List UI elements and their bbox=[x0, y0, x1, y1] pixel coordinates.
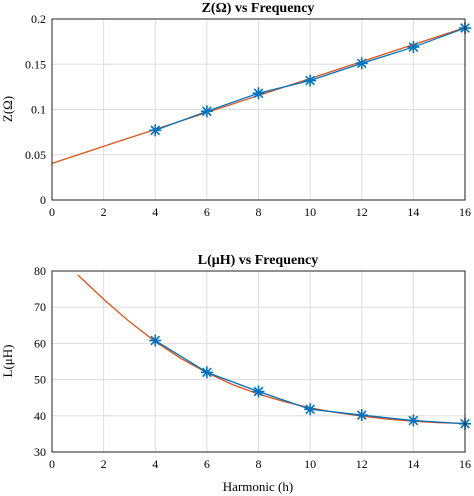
inductance-y-tick-label: 40 bbox=[34, 409, 46, 423]
inductance-y-axis-label: L(μH) bbox=[0, 345, 15, 378]
inductance-asterisk-marker bbox=[200, 366, 213, 379]
inductance-x-tick-label: 12 bbox=[356, 457, 368, 471]
impedance-y-tick-label: 0.05 bbox=[25, 148, 46, 162]
impedance-y-tick-label: 0.15 bbox=[25, 57, 46, 71]
inductance-x-tick-label: 6 bbox=[204, 457, 210, 471]
inductance-y-tick-label: 70 bbox=[34, 300, 46, 314]
impedance-asterisk-marker bbox=[200, 105, 213, 118]
impedance-y-axis-label: Z(Ω) bbox=[0, 96, 15, 122]
impedance-plot-frame bbox=[51, 18, 466, 201]
inductance-plot-frame bbox=[51, 270, 466, 453]
inductance-chart: L(μH) vs Frequency L(μH) Harmonic (h) 0 2… bbox=[0, 253, 471, 494]
impedance-chart: Z(Ω) vs Frequency Z(Ω) 0 2 4 6 8 10 12 14 16 0 0.0… bbox=[0, 1, 471, 219]
inductance-y-tick-label: 60 bbox=[34, 336, 46, 350]
impedance-tick-labels: 0 2 4 6 8 10 12 14 16 0 0.05 0.1 0.15 0.2 bbox=[25, 12, 471, 219]
inductance-y-tick-label: 30 bbox=[34, 445, 46, 459]
impedance-y-tick-label: 0.2 bbox=[31, 12, 46, 26]
impedance-x-tick-label: 16 bbox=[459, 205, 471, 219]
impedance-y-tick-label: 0 bbox=[40, 193, 46, 207]
inductance-grid bbox=[51, 270, 466, 453]
inductance-asterisk-marker bbox=[149, 334, 162, 347]
impedance-x-tick-label: 8 bbox=[256, 205, 262, 219]
inductance-x-tick-label: 2 bbox=[101, 457, 107, 471]
impedance-asterisk-marker bbox=[304, 74, 317, 87]
impedance-x-tick-label: 4 bbox=[152, 205, 158, 219]
inductance-x-tick-label: 4 bbox=[152, 457, 158, 471]
impedance-asterisk-marker bbox=[149, 124, 162, 137]
inductance-asterisk-marker bbox=[407, 414, 420, 427]
inductance-asterisk-marker bbox=[252, 385, 265, 398]
inductance-x-tick-label: 0 bbox=[49, 457, 55, 471]
inductance-asterisk-marker bbox=[355, 409, 368, 422]
inductance-asterisk-marker bbox=[304, 403, 317, 416]
impedance-asterisk-marker bbox=[407, 41, 420, 54]
impedance-x-tick-label: 2 bbox=[101, 205, 107, 219]
inductance-chart-title: L(μH) vs Frequency bbox=[198, 253, 318, 268]
impedance-x-tick-label: 6 bbox=[204, 205, 210, 219]
inductance-x-axis-label: Harmonic (h) bbox=[223, 479, 293, 494]
impedance-x-tick-label: 0 bbox=[49, 205, 55, 219]
inductance-y-tick-label: 50 bbox=[34, 373, 46, 387]
impedance-series bbox=[51, 22, 471, 164]
impedance-chart-title: Z(Ω) vs Frequency bbox=[202, 1, 315, 16]
impedance-x-tick-label: 12 bbox=[356, 205, 368, 219]
impedance-y-tick-label: 0.1 bbox=[31, 103, 46, 117]
inductance-y-tick-label: 80 bbox=[34, 264, 46, 278]
inductance-tick-labels: 0 2 4 6 8 10 12 14 16 30 40 50 60 70 80 bbox=[34, 264, 471, 471]
impedance-x-tick-label: 14 bbox=[407, 205, 419, 219]
inductance-x-tick-label: 14 bbox=[407, 457, 419, 471]
impedance-asterisk-marker bbox=[252, 87, 265, 100]
inductance-x-tick-label: 10 bbox=[304, 457, 316, 471]
inductance-x-tick-label: 8 bbox=[256, 457, 262, 471]
impedance-grid bbox=[51, 18, 466, 201]
impedance-asterisk-marker bbox=[355, 57, 368, 70]
impedance-x-tick-label: 10 bbox=[304, 205, 316, 219]
inductance-x-tick-label: 16 bbox=[459, 457, 471, 471]
inductance-fit-curve bbox=[77, 274, 466, 425]
inductance-series bbox=[77, 274, 471, 430]
